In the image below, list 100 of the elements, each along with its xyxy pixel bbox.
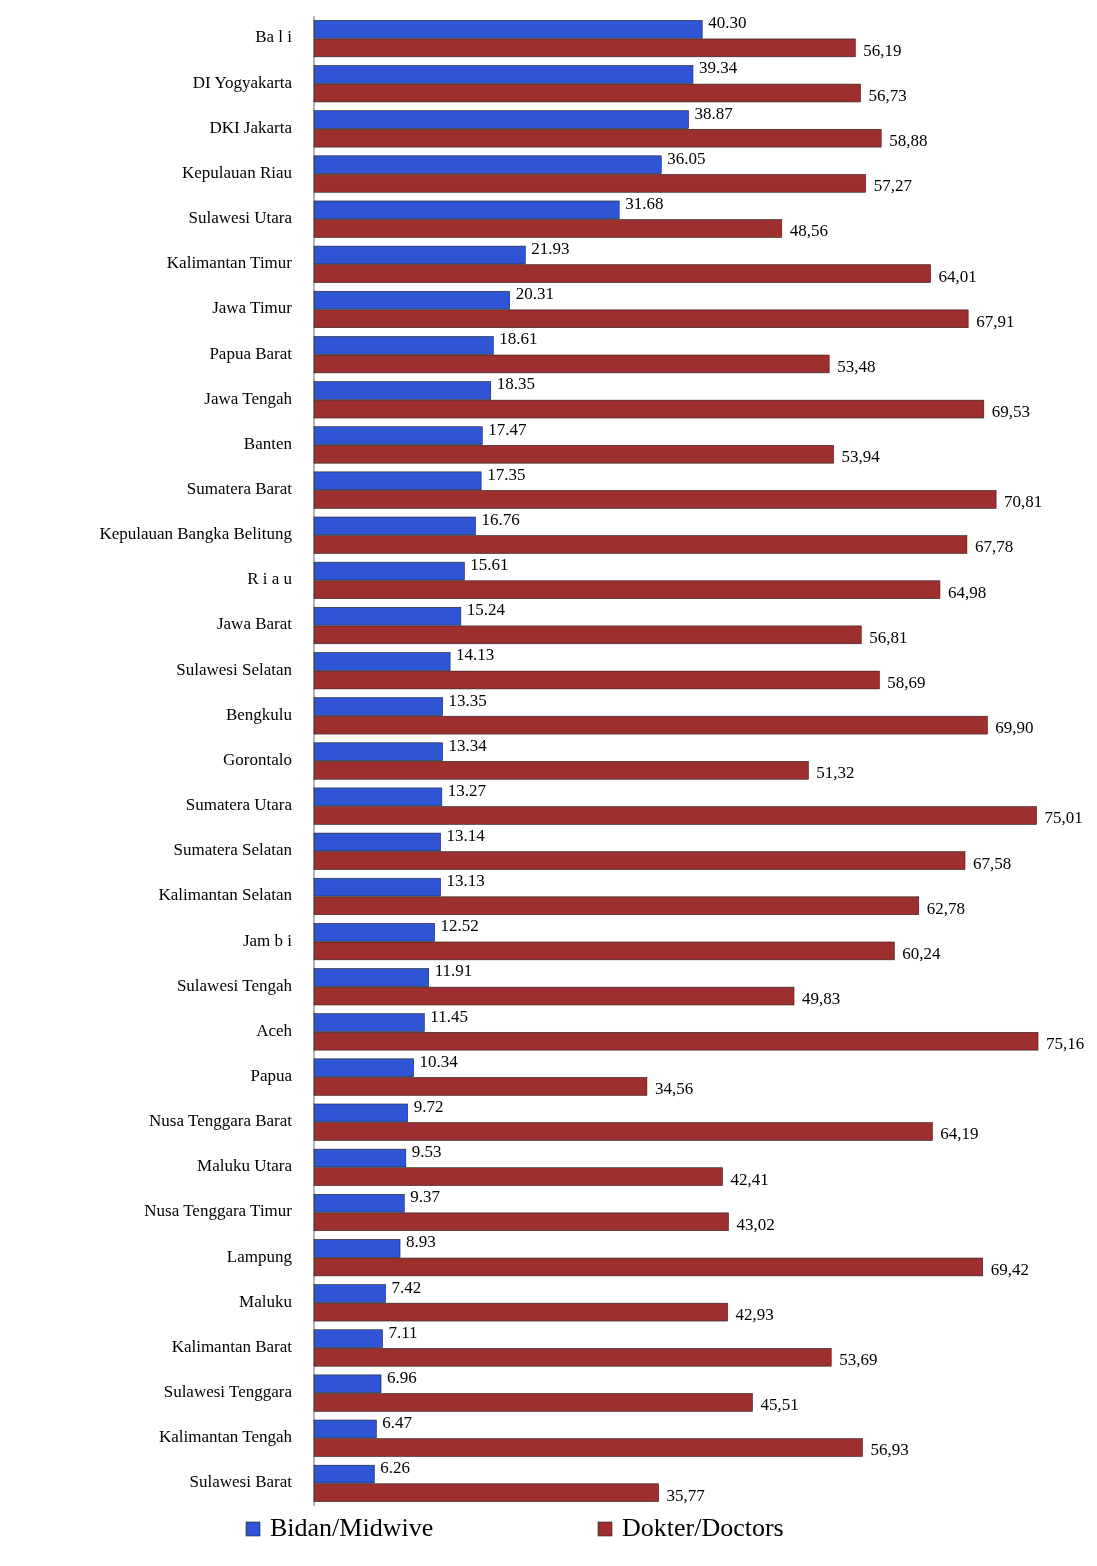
y-tick-label: Sulawesi Tengah xyxy=(176,975,293,995)
data-label: 9.37 xyxy=(410,1187,441,1207)
legend-label: Bidan/Midwive xyxy=(270,1513,434,1542)
data-label: 38.87 xyxy=(694,103,734,123)
data-label: 51,32 xyxy=(816,763,855,783)
y-tick-label: Kalimantan Barat xyxy=(171,1336,293,1356)
y-tick-label: Jawa Timur xyxy=(212,298,293,318)
data-label: 53,94 xyxy=(841,447,881,467)
y-tick-label: Aceh xyxy=(256,1020,293,1040)
data-label: 9.53 xyxy=(411,1142,442,1162)
y-tick-label: Ba l i xyxy=(255,27,293,47)
data-label: 21.93 xyxy=(531,239,570,259)
data-label: 16.76 xyxy=(481,509,520,529)
y-tick-label: Kepulauan Bangka Belitung xyxy=(99,524,293,544)
y-tick-label: Sulawesi Tenggara xyxy=(163,1382,293,1402)
data-label: 69,90 xyxy=(995,718,1034,738)
data-label: 64,01 xyxy=(938,266,977,286)
data-label: 56,81 xyxy=(869,627,908,647)
data-label: 15.61 xyxy=(470,555,509,575)
data-label: 45,51 xyxy=(760,1395,799,1415)
data-label: 34,56 xyxy=(654,1079,694,1099)
y-tick-label: Sumatera Barat xyxy=(186,479,293,498)
data-label: 53,48 xyxy=(837,356,876,376)
data-label: 18.35 xyxy=(496,374,536,394)
y-tick-label: Gorontalo xyxy=(223,749,292,769)
data-label: 12.52 xyxy=(440,916,479,936)
data-label: 35,77 xyxy=(666,1485,706,1505)
data-label: 10.34 xyxy=(419,1051,459,1071)
y-tick-label: Nusa Tenggara Timur xyxy=(144,1201,293,1221)
data-label: 56,19 xyxy=(863,40,902,60)
legend-label: Dokter/Doctors xyxy=(622,1513,784,1542)
y-tick-label: Jam b i xyxy=(242,930,293,950)
y-tick-label: Banten xyxy=(243,433,293,453)
y-tick-label: Kepulauan Riau xyxy=(182,162,293,182)
data-label: 67,78 xyxy=(974,537,1014,557)
y-tick-label: Maluku xyxy=(239,1291,293,1311)
data-label: 6.26 xyxy=(380,1458,411,1478)
data-label: 57,27 xyxy=(873,176,913,196)
y-tick-label: DKI Jakarta xyxy=(209,117,293,137)
data-label: 9.72 xyxy=(413,1096,444,1116)
data-label: 53,69 xyxy=(839,1350,878,1370)
data-label: 75,16 xyxy=(1046,1034,1085,1054)
data-label: 17.47 xyxy=(488,419,528,439)
y-tick-label: Sumatera Selatan xyxy=(173,840,293,860)
data-label: 42,41 xyxy=(730,1169,769,1189)
y-tick-label: Jawa Tengah xyxy=(204,388,293,408)
y-tick-label: Sumatera Utara xyxy=(185,795,293,815)
y-tick-label: Kalimantan Timur xyxy=(166,253,293,273)
data-label: 67,58 xyxy=(972,853,1012,873)
data-label: 18.61 xyxy=(499,329,538,349)
data-label: 7.42 xyxy=(391,1277,422,1297)
data-label: 56,73 xyxy=(868,85,907,105)
data-label: 7.11 xyxy=(388,1322,418,1342)
y-tick-label: DI Yogyakarta xyxy=(192,72,293,92)
data-label: 17.35 xyxy=(487,464,526,484)
data-label: 15.24 xyxy=(466,600,506,620)
data-label: 58,88 xyxy=(889,131,928,151)
data-label: 43,02 xyxy=(736,1214,775,1234)
data-label: 62,78 xyxy=(926,898,965,918)
data-label: 49,83 xyxy=(802,988,841,1008)
data-label: 6.47 xyxy=(382,1412,413,1432)
y-tick-label: Sulawesi Barat xyxy=(189,1472,293,1492)
y-tick-label: Bengkulu xyxy=(225,704,293,724)
data-label: 31.68 xyxy=(625,193,664,213)
data-label: 67,91 xyxy=(976,311,1015,331)
data-label: 69,53 xyxy=(991,401,1031,421)
data-label: 11.45 xyxy=(430,1006,468,1026)
data-label: 11.91 xyxy=(434,961,473,981)
data-label: 56,93 xyxy=(870,1440,909,1460)
data-label: 13.34 xyxy=(448,735,488,755)
data-label: 14.13 xyxy=(456,645,495,665)
data-label: 64,19 xyxy=(940,1124,979,1144)
data-label: 36.05 xyxy=(667,148,706,168)
data-label: 20.31 xyxy=(515,284,554,304)
data-label: 8.93 xyxy=(406,1232,436,1252)
y-tick-label: Papua xyxy=(250,1065,293,1085)
data-label: 75,01 xyxy=(1044,808,1083,828)
y-tick-label: Sulawesi Utara xyxy=(188,208,293,228)
data-label: 60,24 xyxy=(902,943,942,963)
data-label: 64,98 xyxy=(947,582,987,602)
y-tick-label: Maluku Utara xyxy=(197,1156,293,1176)
data-label: 6.96 xyxy=(387,1367,417,1387)
data-label: 13.14 xyxy=(446,826,486,846)
y-tick-label: Kalimantan Selatan xyxy=(158,885,293,905)
y-tick-label: Kalimantan Tengah xyxy=(158,1427,293,1447)
y-tick-label: R i a u xyxy=(247,569,293,589)
data-label: 39.34 xyxy=(698,58,738,78)
y-tick-label: Nusa Tenggara Barat xyxy=(149,1111,293,1131)
data-label: 58,69 xyxy=(887,672,926,692)
data-label: 48,56 xyxy=(789,221,829,241)
data-label: 13.35 xyxy=(448,690,487,710)
y-tick-label: Jawa Barat xyxy=(216,614,293,634)
data-label: 13.13 xyxy=(446,871,485,891)
data-label: 69,42 xyxy=(990,1259,1029,1279)
y-tick-label: Papua Barat xyxy=(209,343,293,363)
data-label: 13.27 xyxy=(447,780,487,800)
y-tick-label: Lampung xyxy=(226,1246,293,1266)
data-label: 42,93 xyxy=(735,1305,774,1325)
data-label: 70,81 xyxy=(1004,492,1043,512)
y-tick-label: Sulawesi Selatan xyxy=(176,659,293,679)
